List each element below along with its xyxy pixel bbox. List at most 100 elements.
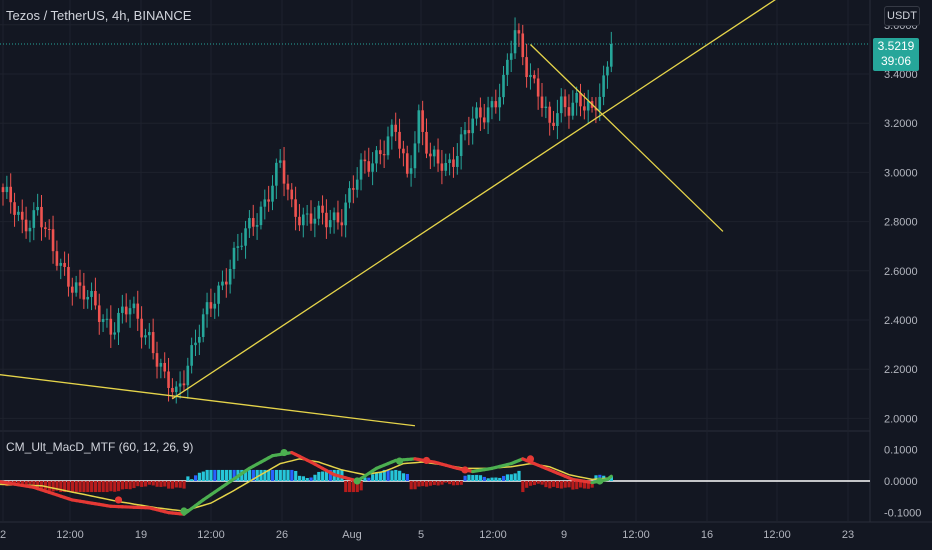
candle-body <box>540 96 544 109</box>
macd-histogram-bar <box>540 481 544 485</box>
macd-histogram-bar <box>324 471 329 481</box>
macd-histogram-bar <box>502 475 506 481</box>
candle-body <box>305 213 309 215</box>
candle-body <box>459 134 463 157</box>
candle-body <box>159 362 163 367</box>
macd-histogram-bar <box>509 474 513 481</box>
candle-body <box>429 153 432 157</box>
trendlines[interactable] <box>0 0 815 427</box>
macd-histogram-bar <box>255 469 259 481</box>
macd-histogram-bar <box>251 469 255 481</box>
macd-histogram-bar <box>563 481 567 488</box>
time-tick-label: 26 <box>276 529 288 541</box>
macd-histogram-bar <box>217 469 221 481</box>
macd-histogram-bar <box>163 481 167 487</box>
macd-histogram-bar <box>51 481 55 492</box>
macd-histogram-bar <box>532 481 536 486</box>
candle-body <box>282 160 286 184</box>
macd-histogram-bar <box>132 481 136 489</box>
macd-histogram-bar <box>263 469 267 481</box>
indicator-title: CM_Ult_MacD_MTF (60, 12, 26, 9) <box>6 440 194 454</box>
candle-body <box>132 303 136 309</box>
macd-histogram-bar <box>86 481 90 493</box>
macd-histogram-bar <box>517 470 521 481</box>
macd-histogram-bar <box>43 481 48 490</box>
macd-histogram-bar <box>555 481 560 489</box>
candle-body <box>248 218 251 229</box>
candle-body <box>494 101 498 108</box>
candle-body <box>490 101 494 108</box>
candle-body <box>140 318 143 338</box>
macd-histogram-bar <box>494 477 498 481</box>
candle-body <box>167 371 170 388</box>
macd-histogram-bar <box>143 481 148 487</box>
macd-histogram-bar <box>521 481 525 493</box>
currency-button[interactable]: USDT <box>884 6 920 26</box>
macd-cross-marker <box>280 448 288 457</box>
candle-body <box>567 107 571 116</box>
bar-countdown: 39:06 <box>880 54 912 68</box>
macd-histogram-bar <box>170 481 175 489</box>
candle-body <box>228 268 232 285</box>
time-tick-label: 12:00 <box>197 529 225 541</box>
trendline[interactable] <box>0 374 416 427</box>
candle-body <box>144 335 147 338</box>
macd-histogram-bar <box>359 481 363 491</box>
macd-histogram-bar <box>147 481 151 485</box>
candle-body <box>486 107 490 123</box>
candle-body <box>398 131 401 149</box>
candle-body <box>610 44 613 67</box>
time-tick-label: 5 <box>418 529 424 541</box>
price-tick-label: 2.6000 <box>884 266 918 278</box>
macd-histogram-bar <box>197 472 202 481</box>
candle-body <box>513 30 517 54</box>
candle-body <box>232 247 236 269</box>
candle-body <box>583 106 586 111</box>
macd-histogram-bar <box>548 481 552 489</box>
trendline[interactable] <box>529 44 724 232</box>
candle-body <box>456 156 459 167</box>
macd-histogram-bar <box>159 481 163 487</box>
macd-histogram-bar <box>244 469 248 481</box>
candle-body <box>348 188 351 203</box>
macd-histogram-bar <box>32 481 36 487</box>
macd-histogram-bar <box>486 478 490 481</box>
trendline[interactable] <box>172 0 815 400</box>
candle-body <box>533 74 536 79</box>
macd-tick-label: 0.1000 <box>884 444 918 456</box>
candle-body <box>174 386 178 393</box>
macd-histogram-bar <box>271 469 275 481</box>
candle-body <box>509 53 513 60</box>
candle-body <box>13 202 16 215</box>
macd-histogram-bar <box>190 479 194 481</box>
macd-histogram-bar <box>536 481 540 484</box>
macd-histogram-bar <box>151 481 155 486</box>
candle-body <box>5 186 9 193</box>
macd-histogram-bar <box>459 481 463 485</box>
candle-body <box>344 202 347 226</box>
candle-body <box>379 150 382 155</box>
macd-histogram-bar <box>398 470 402 481</box>
time-tick-label: 19 <box>135 529 147 541</box>
time-tick-label: 2 <box>0 529 6 541</box>
candle-body <box>386 136 390 156</box>
candle-body <box>20 211 24 220</box>
macd-cross-marker <box>422 456 431 465</box>
candle-body <box>236 246 240 248</box>
macd-histogram-bar <box>305 478 309 481</box>
candle-body <box>313 218 317 224</box>
macd-histogram-bar <box>571 481 575 490</box>
macd-histogram-bar <box>286 469 290 481</box>
last-price-badge: 3.5219 39:06 <box>873 38 919 71</box>
candle-body <box>413 143 417 169</box>
macd-histogram-bar <box>478 475 483 481</box>
macd-histogram-bar <box>128 481 132 490</box>
macd-histogram-bar <box>74 481 78 493</box>
candle-body <box>121 306 124 313</box>
candle-body <box>113 332 116 335</box>
macd-histogram-bar <box>586 481 590 489</box>
macd-histogram-bar <box>78 481 82 493</box>
candle-body <box>24 219 28 232</box>
macd-histogram-bar <box>313 474 317 481</box>
